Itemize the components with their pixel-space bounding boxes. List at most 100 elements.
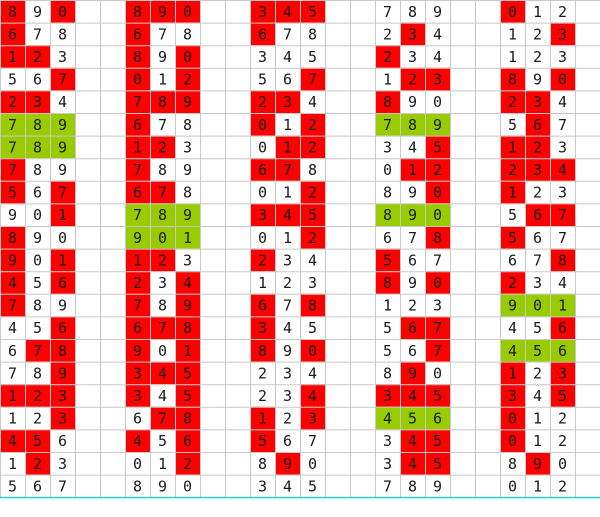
- cell-fill: [275, 203, 300, 226]
- cell-fill: [500, 293, 525, 317]
- cell-digit: 2: [283, 274, 292, 292]
- cell-fill: [0, 45, 25, 68]
- cell-digit: 3: [33, 93, 42, 111]
- cell-digit: 2: [408, 71, 417, 89]
- cell-digit: 0: [433, 93, 442, 111]
- cell-digit: 8: [58, 342, 67, 360]
- cell-digit: 4: [308, 364, 317, 382]
- cell-fill: [300, 180, 325, 204]
- cell-digit: 4: [283, 477, 292, 495]
- cell-digit: 2: [158, 251, 167, 269]
- cell-digit: 1: [8, 455, 17, 473]
- cell-digit: 5: [508, 116, 517, 134]
- cell-fill: [400, 452, 425, 475]
- cell-fill: [500, 0, 525, 23]
- cell-digit: 0: [158, 342, 167, 360]
- cell-fill: [375, 248, 400, 272]
- cell-digit: 0: [558, 71, 567, 89]
- cell-digit: 9: [183, 206, 192, 224]
- cell-fill: [25, 429, 50, 452]
- cell-digit: 7: [58, 184, 67, 202]
- cell-fill: [425, 158, 450, 181]
- cell-digit: 2: [558, 410, 567, 428]
- cell-fill: [550, 203, 575, 226]
- cell-digit: 0: [183, 3, 192, 21]
- cell-digit: 5: [383, 342, 392, 360]
- cell-digit: 8: [183, 184, 192, 202]
- cell-digit: 8: [158, 161, 167, 179]
- cell-digit: 2: [158, 138, 167, 156]
- cell-fill: [500, 339, 525, 362]
- cell-digit: 1: [8, 410, 17, 428]
- cell-digit: 6: [258, 297, 267, 315]
- cell-fill: [525, 158, 550, 181]
- cell-fill: [525, 293, 550, 317]
- cell-digit: 4: [308, 251, 317, 269]
- cell-digit: 7: [133, 93, 142, 111]
- cell-fill: [275, 158, 300, 181]
- cell-digit: 1: [8, 387, 17, 405]
- cell-digit: 3: [383, 138, 392, 156]
- cell-fill: [250, 316, 275, 339]
- cell-digit: 7: [8, 364, 17, 382]
- cell-fill: [150, 406, 175, 430]
- cell-digit: 5: [183, 387, 192, 405]
- cell-digit: 8: [308, 297, 317, 315]
- cell-fill: [50, 0, 75, 23]
- cell-digit: 8: [433, 229, 442, 247]
- cell-digit: 6: [33, 71, 42, 89]
- cell-fill: [425, 67, 450, 91]
- cell-digit: 2: [258, 251, 267, 269]
- cell-digit: 9: [408, 364, 417, 382]
- cell-fill: [375, 406, 400, 430]
- cell-digit: 1: [58, 206, 67, 224]
- cell-digit: 7: [8, 297, 17, 315]
- cell-fill: [0, 248, 25, 272]
- cell-digit: 2: [258, 387, 267, 405]
- cell-digit: 4: [183, 274, 192, 292]
- cell-digit: 3: [133, 387, 142, 405]
- cell-digit: 9: [408, 184, 417, 202]
- cell-digit: 5: [258, 71, 267, 89]
- cell-digit: 5: [533, 319, 542, 337]
- cell-digit: 0: [133, 455, 142, 473]
- cell-fill: [125, 90, 150, 113]
- cell-digit: 9: [158, 477, 167, 495]
- cell-digit: 9: [58, 161, 67, 179]
- cell-digit: 7: [533, 251, 542, 269]
- cell-fill: [375, 384, 400, 407]
- cell-fill: [400, 203, 425, 226]
- cell-digit: 7: [58, 71, 67, 89]
- cell-digit: 3: [383, 387, 392, 405]
- cell-digit: 8: [183, 410, 192, 428]
- cell-fill: [375, 271, 400, 294]
- cell-digit: 1: [283, 138, 292, 156]
- cell-digit: 5: [183, 364, 192, 382]
- cell-digit: 2: [308, 184, 317, 202]
- cell-digit: 9: [158, 3, 167, 21]
- cell-fill: [550, 316, 575, 339]
- cell-digit: 2: [508, 93, 517, 111]
- cell-digit: 6: [183, 432, 192, 450]
- cell-fill: [250, 158, 275, 181]
- cell-fill: [50, 203, 75, 226]
- cell-fill: [550, 22, 575, 46]
- cell-digit: 6: [133, 319, 142, 337]
- cell-digit: 6: [33, 184, 42, 202]
- cell-digit: 4: [508, 342, 517, 360]
- cell-digit: 7: [558, 116, 567, 134]
- cell-digit: 1: [558, 297, 567, 315]
- cell-digit: 5: [558, 387, 567, 405]
- cell-digit: 0: [183, 48, 192, 66]
- cell-fill: [500, 271, 525, 294]
- cell-digit: 0: [158, 229, 167, 247]
- cell-fill: [125, 293, 150, 317]
- cell-digit: 5: [433, 138, 442, 156]
- cell-digit: 3: [558, 138, 567, 156]
- cell-digit: 6: [258, 161, 267, 179]
- cell-digit: 4: [433, 48, 442, 66]
- cell-digit: 5: [508, 206, 517, 224]
- cell-digit: 7: [383, 116, 392, 134]
- cell-digit: 4: [558, 161, 567, 179]
- cell-digit: 1: [533, 432, 542, 450]
